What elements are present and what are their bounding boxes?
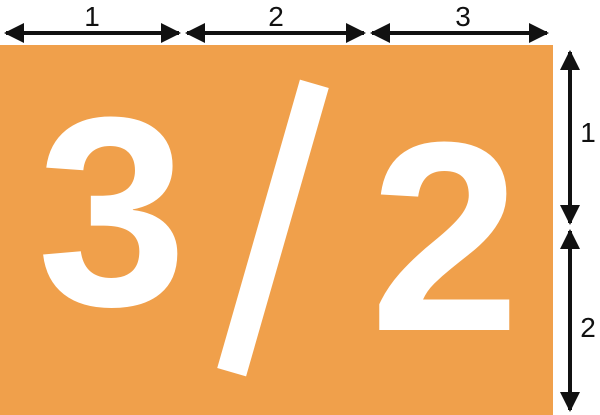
side-label-1: 1 (580, 117, 596, 148)
ratio-denominator: 2 (370, 87, 520, 388)
top-label-3: 3 (455, 1, 471, 32)
side-label-2: 2 (580, 312, 596, 343)
side-dimension-arrows: 1 2 (560, 50, 596, 412)
ratio-numerator: 3 (37, 62, 187, 363)
ratio-separator-slash (217, 79, 329, 377)
top-label-2: 2 (268, 1, 284, 32)
top-dimension-arrows: 1 2 3 (4, 1, 549, 43)
top-label-1: 1 (84, 1, 100, 32)
